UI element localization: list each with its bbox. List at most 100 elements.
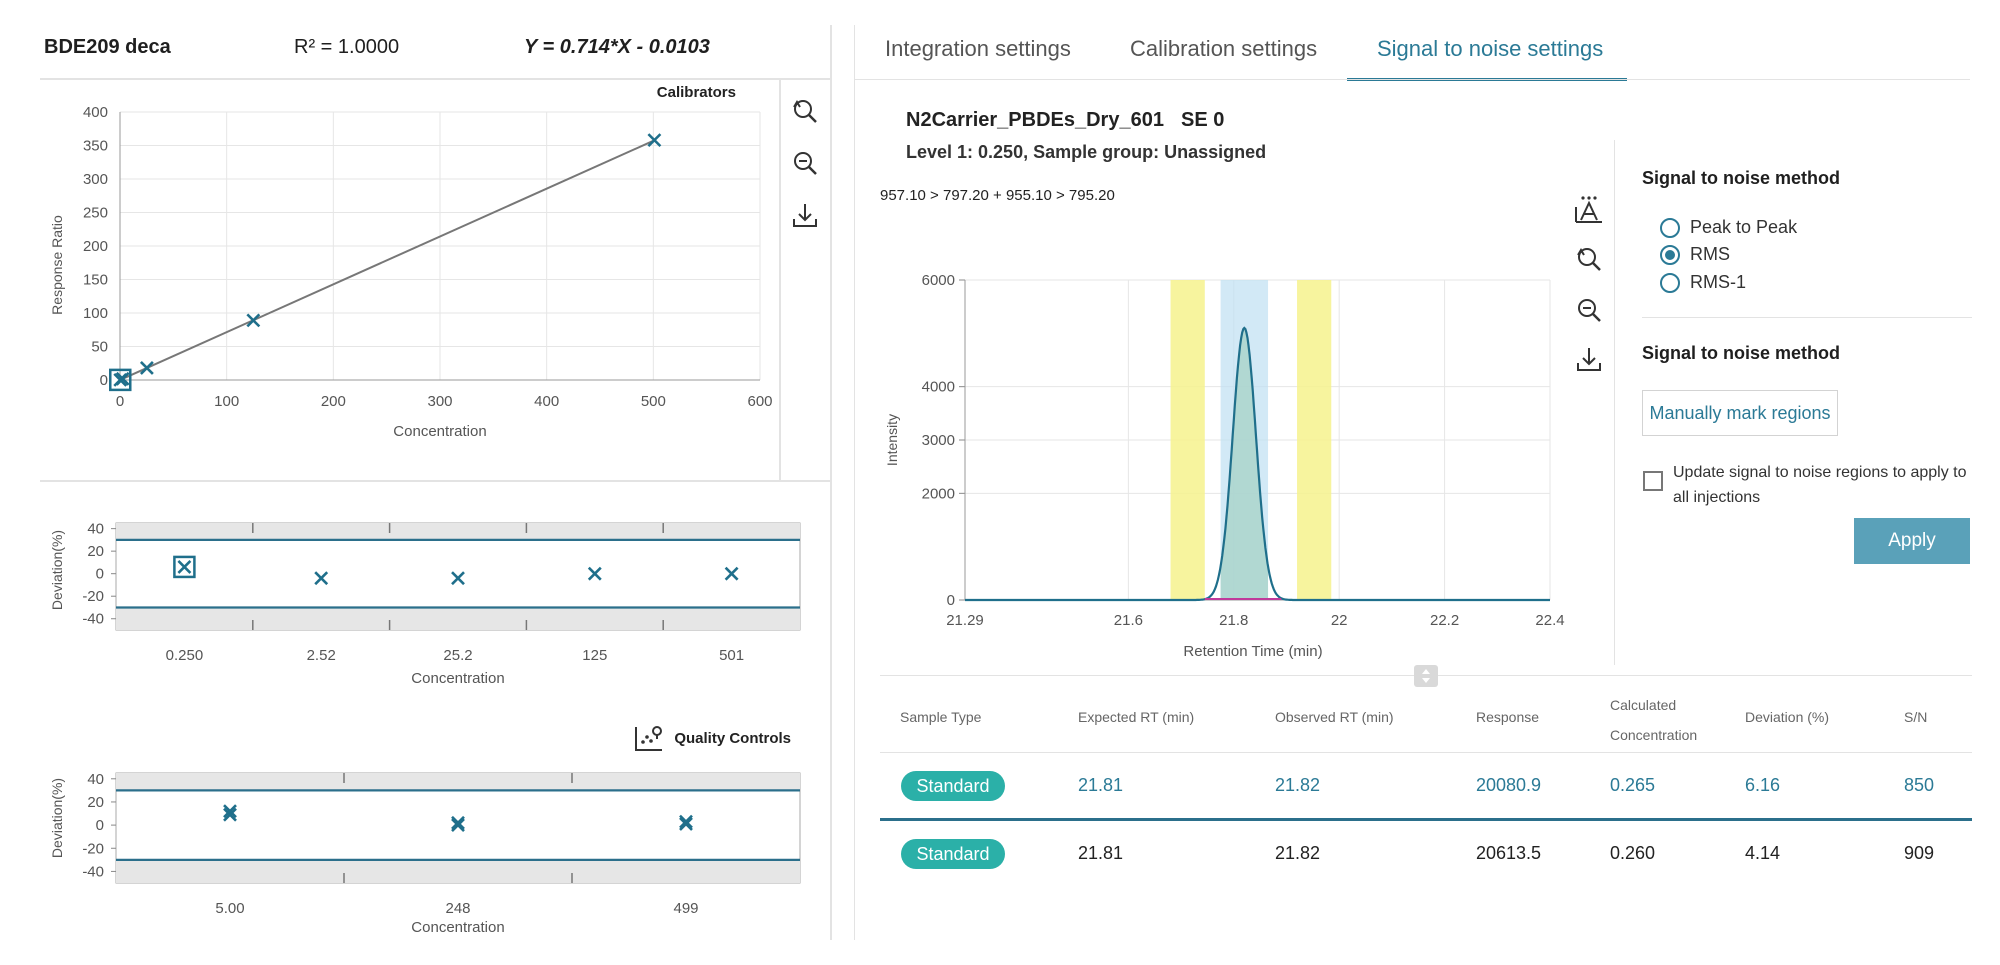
- y-tick-label: 400: [83, 104, 108, 121]
- y-tick-label: 0: [100, 372, 108, 389]
- tab-calibration-settings[interactable]: Calibration settings: [1130, 36, 1318, 61]
- deviation-point: [177, 560, 192, 574]
- radio-label: RMS: [1690, 244, 1730, 264]
- y-axis-label: Response Ratio: [49, 215, 65, 315]
- y-tick-label: 50: [91, 339, 108, 356]
- noise-region: [1170, 280, 1205, 600]
- out-of-range-band: [116, 523, 800, 540]
- tab-integration-settings[interactable]: Integration settings: [885, 36, 1071, 61]
- x-tick-label: 22.4: [1535, 612, 1564, 629]
- selected-point-box: [173, 555, 196, 579]
- selected-point-box: [109, 368, 132, 392]
- calc-conc-cell: 0.260: [1610, 843, 1656, 863]
- y-tick-label: 350: [83, 138, 108, 155]
- y-tick-label: -20: [82, 588, 104, 605]
- x-tick-label: 21.6: [1114, 612, 1143, 629]
- zoom-reset-icon[interactable]: [1572, 243, 1606, 277]
- x-tick-label: 22: [1331, 612, 1348, 629]
- calibrator-deviation-chart: Deviation(%) Concentration 40 20 0 -20 -40 0.…: [49, 521, 801, 687]
- x-tick-label: 499: [673, 900, 698, 917]
- radio-button[interactable]: [1660, 217, 1680, 238]
- apply-to-all-label: Update signal to noise regions to apply …: [1673, 464, 1967, 506]
- observed-rt-cell: 21.82: [1275, 775, 1321, 795]
- sample-type-badge: Standard: [901, 771, 1005, 801]
- column-header[interactable]: S/N: [1904, 709, 1928, 725]
- deviation-cell: 6.16: [1745, 775, 1781, 795]
- y-tick-label: 0: [96, 817, 104, 834]
- out-of-range-band: [116, 859, 800, 883]
- column-header[interactable]: Sample Type: [900, 709, 982, 725]
- calibrator-point: [647, 133, 662, 148]
- y-tick-label: 20: [87, 794, 104, 811]
- deviation-cell: 4.14: [1745, 843, 1781, 863]
- deviation-point: [314, 571, 329, 586]
- calibrators-title: Calibrators: [657, 84, 736, 101]
- radio-button[interactable]: [1660, 244, 1680, 265]
- x-tick-label: 5.00: [215, 900, 244, 917]
- deviation-point: [679, 817, 693, 831]
- y-axis-label: Intensity: [884, 414, 900, 466]
- x-tick-label: 125: [582, 647, 607, 664]
- response-cell: 20080.9: [1476, 775, 1542, 795]
- x-tick-label: 500: [641, 393, 666, 410]
- y-tick-label: 40: [87, 771, 104, 788]
- deviation-point: [223, 807, 237, 822]
- x-tick-label: 200: [321, 393, 346, 410]
- qc-title: Quality Controls: [674, 730, 791, 747]
- sn-cell: 909: [1904, 843, 1935, 863]
- column-header[interactable]: Response: [1476, 709, 1540, 725]
- chromatogram-trace: [965, 326, 1550, 602]
- zoom-out-icon[interactable]: [1572, 294, 1606, 328]
- peak-area: [1220, 328, 1269, 600]
- column-header[interactable]: Observed RT (min): [1275, 709, 1394, 725]
- x-tick-label: 25.2: [443, 647, 472, 664]
- radio-button[interactable]: [1660, 272, 1680, 293]
- zoom-out-icon[interactable]: [788, 147, 822, 181]
- tab-signal-to-noise-settings[interactable]: Signal to noise settings: [1377, 36, 1604, 61]
- calc-conc-cell: 0.265: [1610, 775, 1656, 795]
- x-tick-label: 22.2: [1430, 612, 1459, 629]
- y-tick-label: 6000: [922, 272, 955, 289]
- y-tick-label: 0: [947, 592, 955, 609]
- deviation-point: [587, 566, 602, 581]
- manually-mark-regions-button[interactable]: Manually mark regions: [1642, 390, 1838, 436]
- out-of-range-band: [116, 773, 800, 791]
- radio-rms-1[interactable]: RMS-1: [1660, 272, 1746, 293]
- zoom-reset-icon[interactable]: [788, 95, 822, 129]
- x-tick-label: 400: [534, 393, 559, 410]
- y-tick-label: 250: [83, 205, 108, 222]
- splitter-handle-icon[interactable]: [1414, 665, 1438, 687]
- calibrator-point: [115, 371, 130, 386]
- x-tick-label: 2.52: [307, 647, 336, 664]
- y-tick-label: 40: [87, 521, 104, 538]
- x-tick-label: 21.29: [946, 612, 984, 629]
- column-header[interactable]: Deviation (%): [1745, 709, 1830, 725]
- y-tick-label: -20: [82, 840, 104, 857]
- y-tick-label: 4000: [922, 379, 955, 396]
- qc-deviation-chart: Quality Controls Deviation(%) Concentrat…: [49, 730, 801, 936]
- scatter-plot-icon[interactable]: [633, 724, 665, 754]
- column-header[interactable]: Expected RT (min): [1078, 709, 1195, 725]
- x-tick-label: 100: [214, 393, 239, 410]
- y-tick-label: 150: [83, 272, 108, 289]
- apply-button[interactable]: Apply: [1854, 518, 1970, 564]
- sn-cell: 850: [1904, 775, 1935, 795]
- download-icon[interactable]: [788, 199, 822, 233]
- radio-peak-to-peak[interactable]: Peak to Peak: [1660, 217, 1797, 238]
- apply-to-all-checkbox[interactable]: [1643, 471, 1663, 491]
- deviation-point: [724, 566, 739, 581]
- x-axis-label: Concentration: [411, 670, 504, 687]
- y-tick-label: 300: [83, 171, 108, 188]
- y-tick-label: 100: [83, 305, 108, 322]
- r-squared: R² = 1.0000: [294, 36, 400, 58]
- column-header[interactable]: Calculated Concentration: [1610, 697, 1698, 743]
- peak-label-icon[interactable]: [1572, 193, 1606, 227]
- y-tick-label: 200: [83, 238, 108, 255]
- radio-rms[interactable]: RMS: [1660, 244, 1730, 265]
- download-icon[interactable]: [1572, 343, 1606, 377]
- expected-rt-cell: 21.81: [1078, 843, 1124, 863]
- radio-label: Peak to Peak: [1690, 217, 1798, 237]
- sample-level: Level 1: 0.250, Sample group: Unassigned: [906, 142, 1267, 162]
- deviation-point: [451, 571, 465, 586]
- compound-name: BDE209 deca: [44, 36, 171, 58]
